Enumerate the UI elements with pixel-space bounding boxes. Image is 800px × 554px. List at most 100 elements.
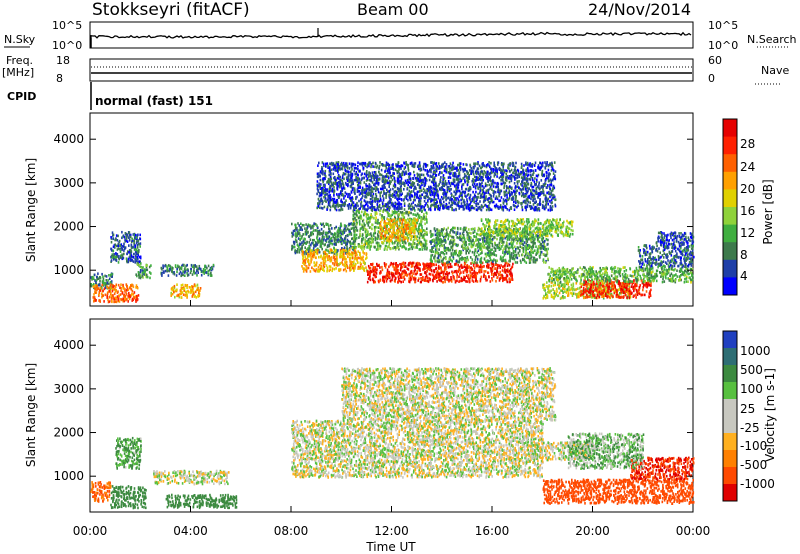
radar-cell — [101, 287, 103, 290]
radar-cell — [414, 219, 416, 222]
radar-cell — [121, 230, 123, 234]
radar-cell — [123, 245, 125, 249]
radar-cell — [386, 223, 388, 227]
radar-cell — [325, 235, 328, 238]
radar-cell — [469, 280, 471, 283]
radar-cell — [135, 259, 138, 263]
radar-cell — [112, 284, 114, 287]
radar-cell — [498, 279, 501, 282]
radar-cell — [418, 241, 421, 245]
radar-cell — [386, 274, 389, 277]
radar-cell — [460, 271, 462, 274]
radar-cell — [554, 219, 556, 222]
radar-cell — [115, 300, 117, 303]
radar-cell — [341, 247, 343, 250]
radar-cell — [168, 269, 171, 273]
radar-cell — [367, 242, 370, 246]
radar-cell — [421, 224, 423, 228]
radar-cell — [400, 280, 402, 284]
radar-cell — [454, 262, 456, 266]
radar-cell — [319, 267, 322, 270]
radar-cell — [450, 228, 453, 231]
radar-cell — [362, 225, 364, 229]
radar-cell — [368, 221, 370, 224]
radar-cell — [182, 264, 185, 267]
radar-cell — [396, 272, 398, 275]
radar-cell — [110, 280, 113, 283]
radar-cell — [520, 231, 522, 235]
radar-cell — [494, 249, 497, 252]
radar-cell — [384, 222, 387, 225]
radar-cell — [314, 244, 316, 248]
radar-cell — [397, 214, 399, 217]
radar-cell — [336, 263, 338, 266]
radar-cell — [326, 256, 329, 259]
radar-cell — [115, 244, 118, 248]
radar-cell — [134, 233, 137, 237]
radar-cell — [495, 223, 497, 227]
radar-cell — [508, 222, 510, 226]
radar-cell — [380, 224, 382, 228]
radar-cell — [403, 216, 406, 219]
radar-cell — [392, 265, 394, 268]
radar-cell — [106, 296, 108, 299]
radar-cell — [132, 233, 135, 236]
radar-cell — [184, 271, 186, 274]
radar-cell — [325, 248, 328, 252]
radar-cell — [489, 280, 492, 283]
radar-cell — [534, 227, 537, 230]
radar-cell — [367, 224, 370, 227]
radar-cell — [436, 251, 438, 255]
radar-cell — [506, 280, 509, 284]
radar-cell — [317, 231, 319, 234]
radar-cell — [502, 243, 504, 247]
radar-cell — [179, 270, 182, 274]
radar-cell — [404, 271, 406, 275]
radar-cell — [382, 209, 384, 213]
radar-cell — [318, 248, 320, 252]
radar-cell — [401, 225, 403, 229]
radar-cell — [479, 186, 482, 190]
radar-cell — [346, 233, 349, 237]
radar-cell — [404, 235, 406, 239]
radar-cell — [406, 210, 409, 214]
radar-cell — [338, 239, 340, 242]
radar-cell — [169, 268, 171, 271]
radar-cell — [517, 230, 520, 233]
radar-cell — [435, 238, 437, 241]
radar-cell — [432, 273, 434, 277]
radar-cell — [403, 228, 405, 231]
radar-cell — [419, 229, 422, 232]
radar-cell — [511, 278, 514, 281]
radar-cell — [366, 213, 368, 216]
radar-cell — [370, 241, 373, 245]
radar-cell — [499, 244, 501, 247]
radar-cell — [407, 238, 409, 242]
radar-cell — [438, 260, 441, 263]
radar-cell — [339, 229, 342, 232]
radar-cell — [211, 267, 214, 271]
radar-cell — [509, 259, 511, 263]
radar-cell — [439, 241, 441, 245]
radar-cell — [392, 232, 395, 236]
radar-cell — [385, 241, 388, 244]
radar-cell — [333, 246, 335, 250]
date-title: 24/Nov/2014 — [588, 0, 691, 19]
radar-cell — [123, 252, 125, 256]
radar-cell — [339, 253, 341, 256]
radar-cell — [401, 239, 404, 242]
radar-cell — [457, 236, 460, 240]
radar-cell — [497, 233, 499, 237]
radar-cell — [294, 225, 297, 228]
radar-cell — [174, 264, 177, 267]
radar-cell — [395, 232, 398, 235]
radar-cell — [106, 294, 108, 297]
radar-cell — [368, 275, 371, 279]
radar-cell — [472, 243, 474, 247]
radar-cell — [441, 231, 444, 234]
radar-cell — [181, 272, 183, 275]
radar-cell — [112, 294, 114, 297]
radar-cell — [129, 286, 131, 290]
radar-cell — [119, 250, 122, 253]
radar-cell — [294, 227, 297, 231]
